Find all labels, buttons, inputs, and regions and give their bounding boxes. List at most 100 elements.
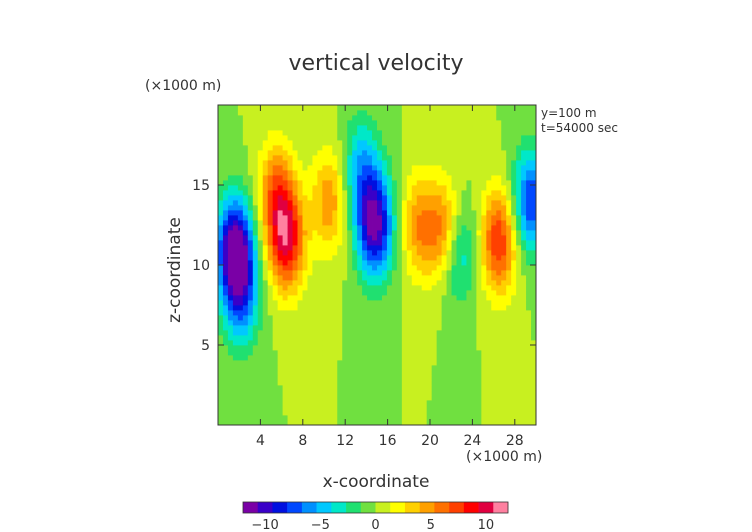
heatmap-cell [461,110,467,116]
heatmap-cell [267,295,274,301]
heatmap-cell [272,335,279,341]
heatmap-cell [396,115,403,121]
heatmap-cell [337,345,343,351]
heatmap-cell [466,220,472,226]
heatmap-cell [401,225,408,231]
heatmap-cell [496,190,502,196]
heatmap-cell [451,190,457,196]
heatmap-cell [411,230,418,236]
heatmap-cell [342,165,348,171]
colorbar-swatch [375,502,391,513]
heatmap-cell [471,115,477,121]
heatmap-cell [252,215,259,221]
heatmap-cell [362,115,368,121]
heatmap-cell [466,235,472,241]
heatmap-cell [287,310,293,316]
heatmap-cell [426,380,433,386]
heatmap-cell [277,295,283,301]
heatmap-cell [242,405,249,411]
heatmap-cell [526,300,532,306]
heatmap-cell [501,120,507,126]
heatmap-cell [247,340,254,346]
heatmap-cell [262,380,269,386]
heatmap-cell [481,135,487,141]
heatmap-cell [476,245,482,251]
heatmap-cell [436,200,442,206]
heatmap-cell [466,215,472,221]
heatmap-cell [352,270,358,276]
heatmap-cell [247,310,254,316]
heatmap-cell [496,270,502,276]
heatmap-cell [521,280,527,286]
heatmap-cell [451,250,457,256]
heatmap-cell [416,300,423,306]
heatmap-cell [367,195,373,201]
heatmap-cell [218,130,224,136]
heatmap-cell [272,195,279,201]
heatmap-cell [237,235,244,241]
heatmap-cell [516,255,522,261]
heatmap-cell [342,350,348,356]
heatmap-cell [282,155,288,161]
heatmap-cell [391,240,398,246]
heatmap-cell [506,295,512,301]
heatmap-cell [252,150,259,156]
heatmap-cell [476,385,482,391]
heatmap-cell [262,340,269,346]
heatmap-cell [282,140,288,146]
heatmap-cell [332,310,338,316]
heatmap-cell [521,190,527,196]
heatmap-cell [426,370,433,376]
heatmap-cell [277,105,283,111]
heatmap-cell [416,170,423,176]
heatmap-cell [406,245,413,251]
heatmap-cell [218,170,224,176]
heatmap-cell [307,160,313,166]
heatmap-cell [421,220,428,226]
heatmap-cell [511,140,517,146]
heatmap-cell [257,245,264,251]
heatmap-cell [491,120,497,126]
heatmap-cell [227,325,234,331]
heatmap-cell [327,130,333,136]
heatmap-cell [367,225,373,231]
heatmap-cell [362,390,368,396]
heatmap-cell [406,310,413,316]
heatmap-cell [411,240,418,246]
heatmap-cell [461,135,467,141]
heatmap-cell [362,370,368,376]
heatmap-cell [277,160,283,166]
heatmap-cell [322,295,328,301]
heatmap-cell [252,190,259,196]
heatmap-cell [272,255,279,261]
heatmap-cell [222,265,229,271]
heatmap-cell [267,415,274,421]
heatmap-cell [312,370,318,376]
heatmap-cell [446,355,452,361]
heatmap-cell [441,320,447,326]
heatmap-cell [451,310,457,316]
heatmap-cell [337,280,343,286]
heatmap-cell [501,275,507,281]
heatmap-cell [277,250,283,256]
heatmap-cell [242,150,249,156]
heatmap-cell [516,420,522,425]
heatmap-cell [426,270,433,276]
heatmap-cell [406,330,413,336]
heatmap-cell [436,405,442,411]
heatmap-cell [232,270,239,276]
heatmap-cell [302,150,308,156]
heatmap-cell [277,140,283,146]
heatmap-cell [312,130,318,136]
heatmap-cell [456,380,462,386]
heatmap-cell [367,175,373,181]
heatmap-cell [401,235,408,241]
heatmap-cell [232,130,239,136]
heatmap-cell [436,335,442,341]
heatmap-cell [406,140,413,146]
heatmap-cell [372,125,378,131]
heatmap-cell [302,335,308,341]
heatmap-cell [481,140,487,146]
heatmap-cell [431,350,438,356]
heatmap-cell [521,390,527,396]
